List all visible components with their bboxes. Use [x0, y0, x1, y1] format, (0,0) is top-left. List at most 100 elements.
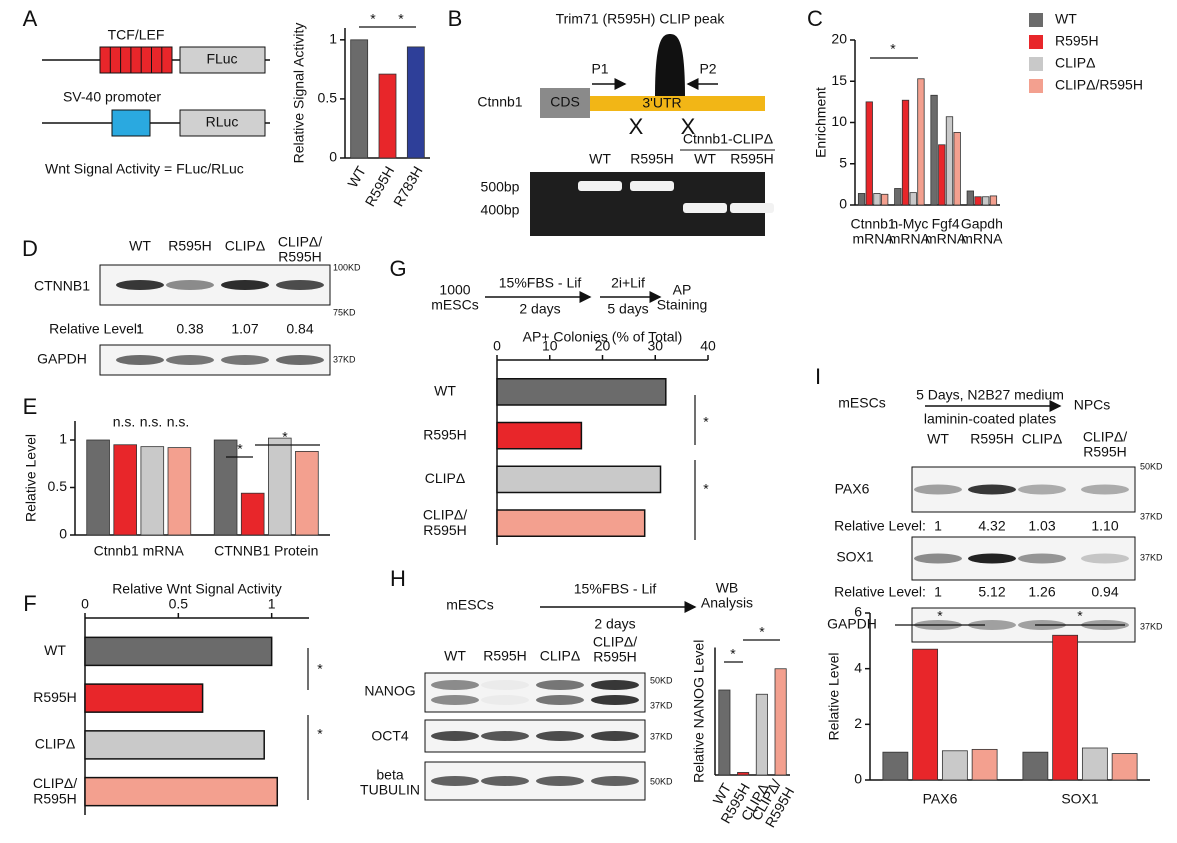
bar [84, 636, 273, 667]
panel-letter: E [23, 394, 38, 419]
rluc-box [179, 109, 266, 137]
bar [873, 193, 881, 206]
bar [901, 99, 910, 206]
label: OCT4 [371, 728, 409, 744]
panel-letter: F [23, 591, 36, 616]
label: R595H [630, 151, 674, 167]
label: GAPDH [827, 616, 877, 632]
legend-label: WT [1055, 11, 1077, 27]
label: 1.26 [1028, 584, 1055, 600]
bar [755, 693, 768, 776]
x-tick-label: PAX6 [923, 791, 958, 807]
panel-letter: C [807, 6, 823, 31]
bar [989, 195, 998, 206]
significance-label: n.s. [140, 414, 163, 430]
y-tick-label: 0.5 [48, 478, 68, 494]
label: AP Staining [657, 281, 708, 312]
blot-band [221, 280, 269, 290]
label: CLIPΔ [540, 648, 580, 664]
bar [881, 193, 889, 206]
label: Ctnnb1 [477, 94, 522, 110]
y-tick-label: 0 [59, 526, 67, 542]
blot-band [431, 776, 479, 786]
label: CLIPΔ [225, 238, 265, 254]
significance-label: * [370, 11, 376, 27]
x-tick-label: Gapdh mRNA [961, 215, 1003, 246]
label: CLIPΔ/R595H [278, 233, 322, 264]
label: 37KD [1140, 511, 1163, 521]
label: 37KD [650, 731, 673, 741]
blot-band [116, 280, 164, 290]
panel-letter: A [23, 6, 38, 31]
gel-band [730, 203, 774, 213]
label: 1.07 [231, 321, 258, 337]
label: WT [589, 151, 611, 167]
label: 1 [136, 321, 144, 337]
significance-label: * [317, 661, 323, 677]
blot-band [1081, 553, 1129, 564]
panel-letter: I [815, 364, 821, 389]
label: 37KD [1140, 621, 1163, 631]
label: 0.38 [176, 321, 203, 337]
panel-letter: D [22, 236, 38, 261]
blot-band [968, 553, 1016, 564]
bar [268, 437, 292, 536]
bar [496, 378, 667, 406]
significance-label: * [317, 726, 323, 742]
label: GAPDH [37, 351, 87, 367]
panel-title: Trim71 (R595H) CLIP peak [556, 11, 726, 27]
y-tick-label: CLIPΔ [425, 470, 465, 486]
x-tick-label: n-Myc mRNA [889, 215, 931, 246]
y-tick-label: WT [434, 383, 456, 399]
gel-band [630, 181, 674, 191]
bar [865, 101, 873, 206]
blot-band [481, 695, 529, 705]
significance-label: * [759, 624, 765, 640]
bar [938, 144, 946, 206]
x-tick-label: CTNNB1 Protein [214, 543, 318, 559]
bar [894, 188, 902, 206]
bar [213, 439, 238, 536]
bar [882, 751, 909, 781]
x-tick-label: Fgf4 mRNA [925, 215, 967, 246]
label: NPCs [1074, 397, 1111, 413]
legend-label: R595H [1055, 33, 1099, 49]
y-tick-label: 1 [59, 431, 67, 447]
gel-band [578, 181, 622, 191]
label: 5 Days, N2B27 medium [916, 387, 1064, 403]
x-tick-label: 1 [268, 596, 276, 612]
label: mESCs [446, 597, 493, 613]
tcf-lef-box [99, 46, 173, 74]
legend-label: CLIPΔ/R595H [1055, 77, 1143, 93]
label: Relative Level: [49, 321, 141, 337]
blot-band [431, 695, 479, 705]
legend-swatch [1029, 13, 1043, 27]
label: 1 [934, 584, 942, 600]
label: R595H [970, 431, 1014, 447]
x-tick-label: WT [344, 163, 369, 190]
significance-label: * [937, 608, 943, 624]
y-tick-label: WT [44, 642, 66, 658]
label: 5 days [607, 301, 648, 317]
label: 100KD [333, 262, 361, 272]
blot-band [221, 355, 269, 365]
y-axis-label: Relative Signal Activity [291, 23, 307, 164]
bar [1111, 753, 1138, 781]
y-tick-label: CLIPΔ/R595H [423, 506, 467, 537]
label: P1 [591, 61, 608, 77]
blot-band [166, 355, 214, 365]
label: 4.32 [978, 518, 1005, 534]
label: CTNNB1 [34, 278, 90, 294]
blot-band [481, 776, 529, 786]
significance-label: * [890, 41, 896, 57]
label: mESCs [838, 395, 885, 411]
bar [941, 750, 968, 781]
label: Relative Level: [834, 584, 926, 600]
panel-letter: H [390, 566, 406, 591]
label: CLIPΔ/R595H [1083, 428, 1127, 459]
bar [974, 196, 982, 206]
bar [86, 439, 110, 536]
label: 37KD [650, 700, 673, 710]
bar [953, 131, 961, 206]
